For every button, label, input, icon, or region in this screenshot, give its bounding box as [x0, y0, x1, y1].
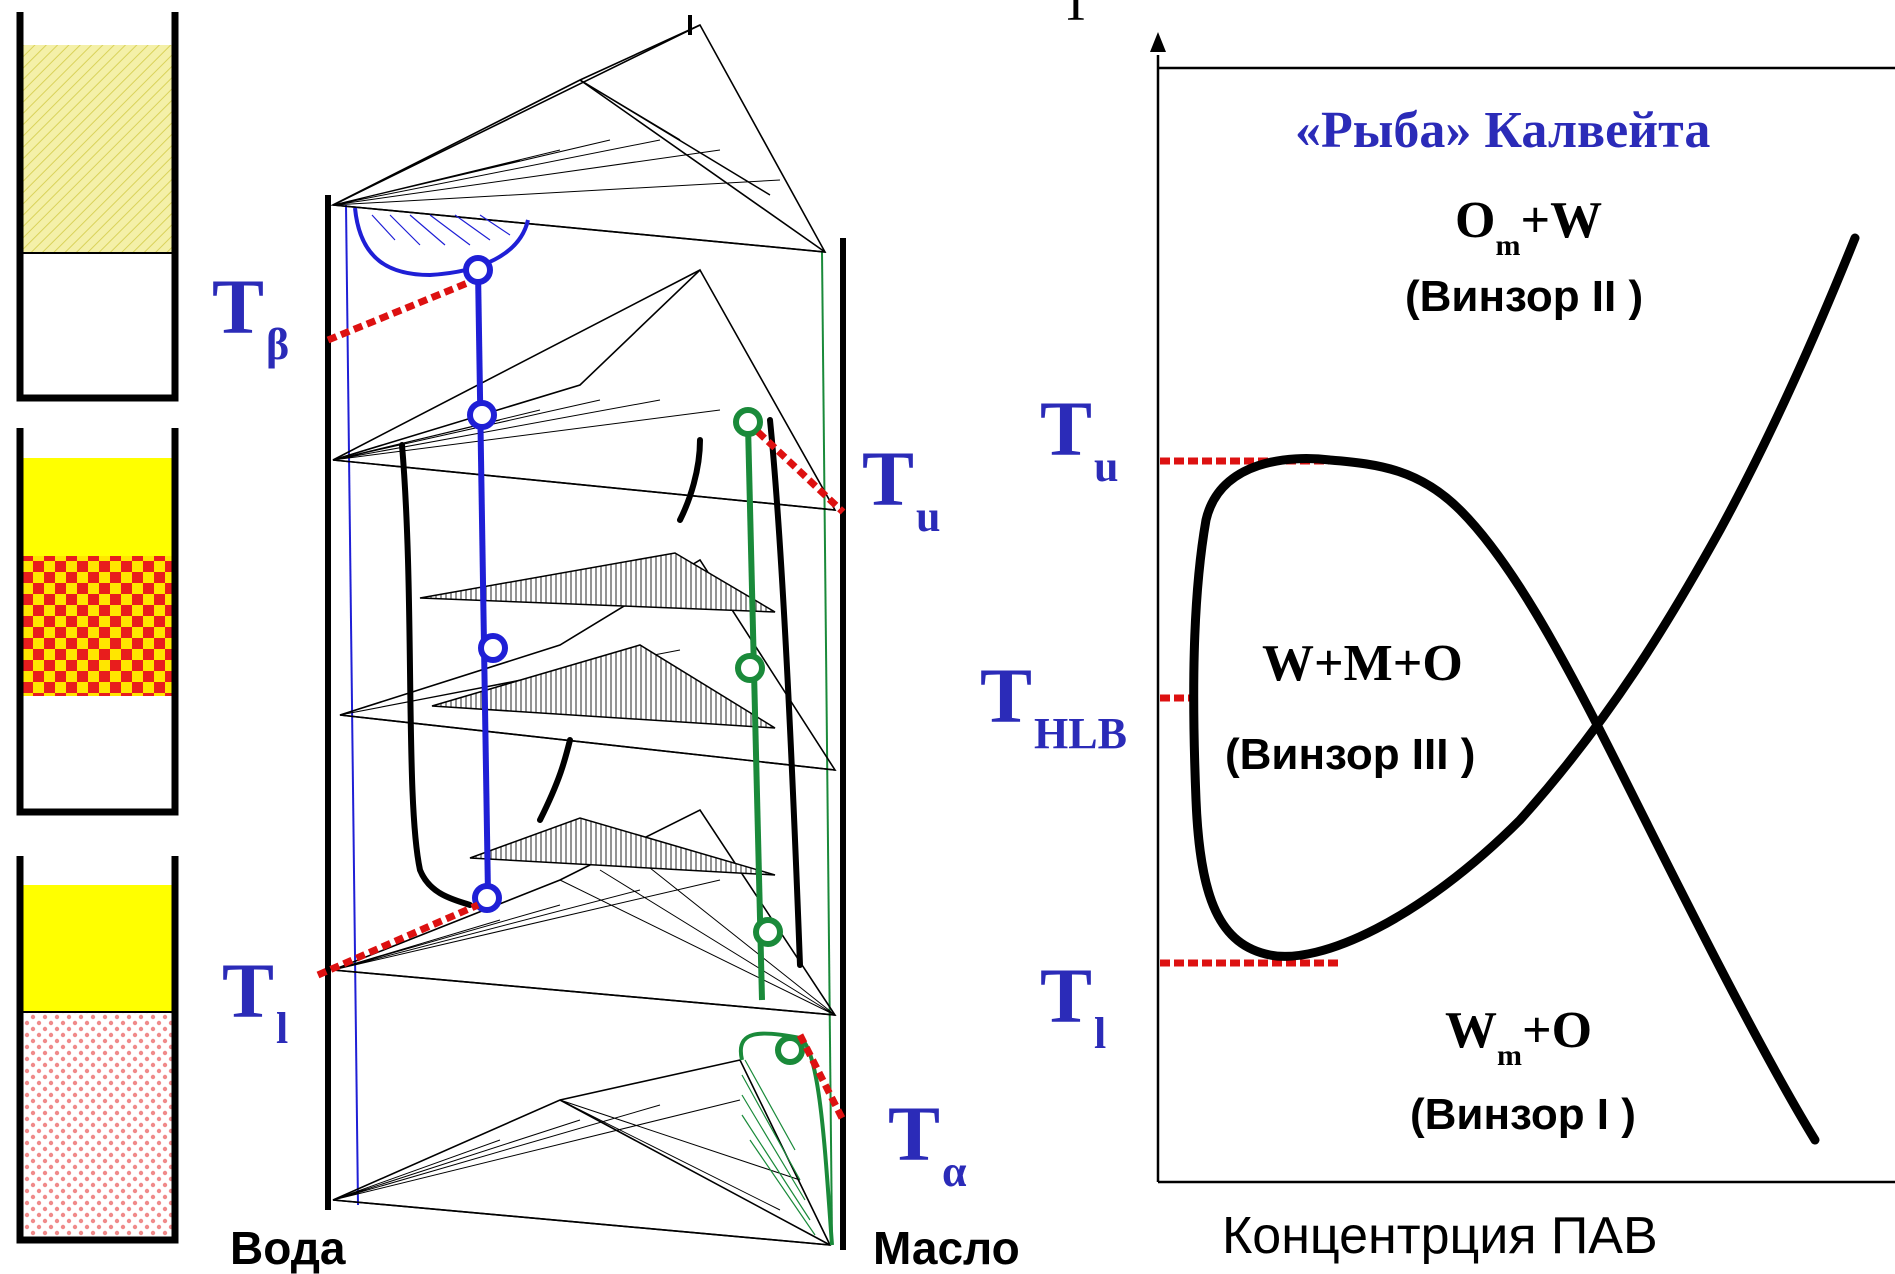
- fish-body-curve: [1189, 233, 1860, 1145]
- fish-plot: [1150, 32, 1895, 1184]
- t-u-label-fish: Tu: [1040, 385, 1119, 491]
- t-l-label-prism: Tl: [222, 947, 289, 1053]
- green-critical-line: [733, 407, 834, 1246]
- region-top-name: (Винзор II ): [1405, 272, 1644, 321]
- region-bottom-formula: Wm+O: [1445, 1002, 1593, 1072]
- three-phase-boundary: [399, 417, 803, 968]
- beaker-oil-microemulsion-layer: [22, 45, 172, 253]
- t-alpha-label: Tα: [888, 1090, 967, 1196]
- beaker-winsor-i: [16, 856, 179, 1244]
- region-top-formula: Om+W: [1455, 192, 1603, 262]
- t-u-label-prism: Tu: [862, 435, 941, 541]
- temperature-markers: [316, 278, 847, 1122]
- beaker-middle-phase: [22, 556, 172, 696]
- three-phase-triangles: [419, 552, 776, 876]
- t-beta-label: Tβ: [212, 263, 290, 369]
- beaker-winsor-iii: [16, 428, 179, 816]
- beaker-oil-layer: [22, 885, 172, 1012]
- t-l-label-fish: Tl: [1040, 952, 1107, 1058]
- y-axis-arrow-icon: [1150, 32, 1166, 52]
- beaker-oil-layer: [22, 458, 172, 556]
- y-axis-label: T: [1060, 0, 1092, 32]
- region-bottom-name: (Винзор I ): [1410, 1090, 1636, 1139]
- beakers-column: [16, 12, 179, 1244]
- oil-label: Масло: [873, 1222, 1020, 1274]
- blue-critical-line: [353, 207, 530, 913]
- x-axis-label: Концентрция ПАВ: [1222, 1207, 1658, 1265]
- beaker-glass: [16, 12, 179, 402]
- prism-slices: [330, 23, 837, 1246]
- beaker-winsor-ii: [16, 12, 179, 402]
- beaker-glass: [16, 428, 179, 816]
- beaker-glass: [16, 856, 179, 1244]
- beaker-water-microemulsion-layer: [22, 1012, 172, 1237]
- t-hlb-label: THLB: [980, 652, 1127, 758]
- region-middle-formula: W+M+O: [1262, 635, 1463, 692]
- chart-title: «Рыба» Калвейта: [1295, 102, 1711, 159]
- water-label: Вода: [230, 1222, 346, 1274]
- phase-prism: [316, 15, 847, 1250]
- region-middle-name: (Винзор III ): [1225, 730, 1476, 779]
